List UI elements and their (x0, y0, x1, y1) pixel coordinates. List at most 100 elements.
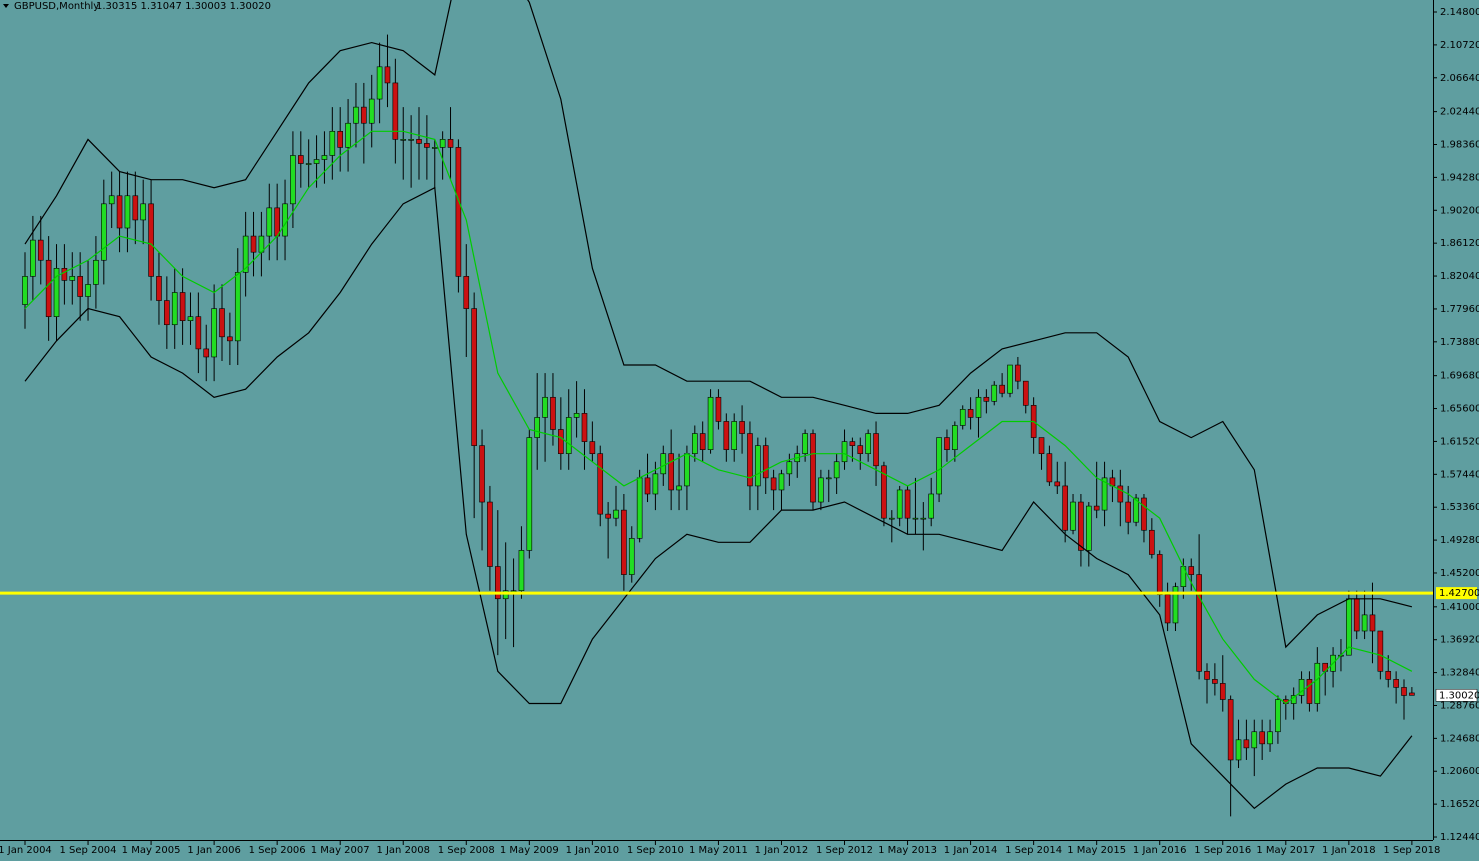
candle-body (195, 316, 202, 350)
x-tick-label: 1 Sep 2004 (60, 845, 117, 856)
candle-body (266, 207, 273, 237)
x-tick-label: 1 Jan 2008 (376, 845, 430, 856)
candle-body (487, 501, 493, 567)
candle-body (1353, 598, 1360, 632)
candle-body (755, 445, 761, 487)
y-tick-label: 1.36920 (1440, 635, 1479, 646)
plot-area (22, 0, 1415, 817)
y-tick-label: 2.10720 (1440, 40, 1479, 51)
candle-body (1046, 453, 1053, 483)
candle-body (53, 268, 60, 317)
candle-body (865, 433, 871, 454)
candle-body (416, 139, 422, 144)
candle-body (589, 441, 596, 454)
candle-body (983, 396, 990, 402)
candle-body (1062, 485, 1068, 531)
candle-body (1393, 679, 1399, 688)
candle-body (368, 98, 375, 124)
candle-body (242, 235, 249, 273)
candle-body (45, 259, 52, 317)
y-tick-label: 1.65600 (1440, 404, 1479, 415)
candle-body (1377, 630, 1384, 672)
x-tick-label: 1 Sep 2014 (1005, 845, 1062, 856)
x-tick-label: 1 May 2007 (311, 845, 370, 856)
y-tick-label: 1.90200 (1440, 205, 1479, 216)
candle-body (786, 461, 793, 475)
x-tick-label: 1 Sep 2016 (1194, 845, 1251, 856)
candle-body (644, 477, 651, 495)
candle-body (1306, 679, 1313, 704)
x-tick-label: 1 May 2013 (878, 845, 937, 856)
candle-body (936, 437, 942, 495)
x-tick-label: 1 May 2011 (689, 845, 748, 856)
candle-body (1172, 586, 1179, 624)
candle-body (494, 566, 501, 600)
candle-body (1267, 731, 1273, 745)
candle-body (1093, 505, 1100, 511)
y-tick-label: 1.24680 (1440, 733, 1479, 744)
candle-body (290, 155, 296, 205)
candle-body (873, 433, 879, 467)
candle-body (30, 239, 36, 277)
candle-body (1007, 364, 1013, 394)
y-tick-label: 1.20600 (1440, 766, 1479, 777)
y-tick-label: 1.41000 (1440, 602, 1479, 613)
candle-body (1054, 481, 1061, 487)
x-tick-label: 1 Jan 2018 (1322, 845, 1376, 856)
candle-body (424, 143, 430, 148)
candle-body (164, 300, 170, 326)
candle-body (376, 66, 383, 100)
candle-body (715, 396, 722, 422)
price-label: 1.30020 (1439, 690, 1479, 701)
menu-triangle[interactable] (3, 4, 9, 8)
candle-body (479, 445, 485, 503)
candle-body (85, 284, 91, 297)
candle-body (361, 106, 367, 124)
y-tick-label: 1.12440 (1440, 832, 1479, 843)
candle-body (1235, 739, 1242, 761)
candle-body (156, 276, 162, 301)
candle-body (447, 139, 454, 148)
candle-body (684, 453, 690, 487)
candle-body (140, 203, 146, 221)
candle-body (778, 473, 785, 491)
indicator-line (24, 0, 1413, 649)
y-tick-label: 2.02440 (1440, 107, 1479, 118)
candle-body (1401, 687, 1407, 696)
candle-body (1369, 614, 1376, 632)
candle-body (1212, 679, 1218, 684)
candle-body (928, 493, 935, 519)
candle-body (621, 509, 627, 575)
candle-body (305, 163, 312, 165)
candle-body (22, 276, 28, 305)
x-tick-label: 1 Jan 2010 (566, 845, 620, 856)
chart-title: GBPUSD,Monthly (14, 1, 99, 12)
candle-body (463, 276, 470, 309)
candle-body (802, 433, 808, 454)
candle-body (1101, 477, 1108, 511)
candle-body (116, 195, 123, 229)
candle-body (881, 465, 887, 519)
candle-body (179, 292, 186, 322)
level-label: 1.42700 (1439, 588, 1479, 599)
candle-body (1078, 501, 1084, 551)
candle-body (636, 477, 643, 539)
candle-body (1243, 739, 1250, 749)
candle-body (353, 106, 359, 124)
x-tick-label: 1 Jan 2016 (1133, 845, 1187, 856)
y-tick-label: 1.82040 (1440, 271, 1479, 282)
candle-body (384, 66, 391, 84)
candle-body (1251, 731, 1258, 749)
y-tick-label: 1.28760 (1440, 700, 1479, 711)
candle-body (652, 473, 659, 495)
candle-body (526, 437, 533, 551)
candle-body (558, 429, 564, 454)
y-tick-label: 1.45200 (1440, 568, 1479, 579)
candle-body (321, 155, 328, 160)
candle-body (825, 477, 832, 480)
candle-body (93, 259, 99, 285)
x-tick-label: 1 May 2017 (1256, 845, 1315, 856)
candle-body (991, 384, 998, 402)
candle-body (455, 147, 462, 277)
x-tick-label: 1 Sep 2018 (1383, 845, 1440, 856)
